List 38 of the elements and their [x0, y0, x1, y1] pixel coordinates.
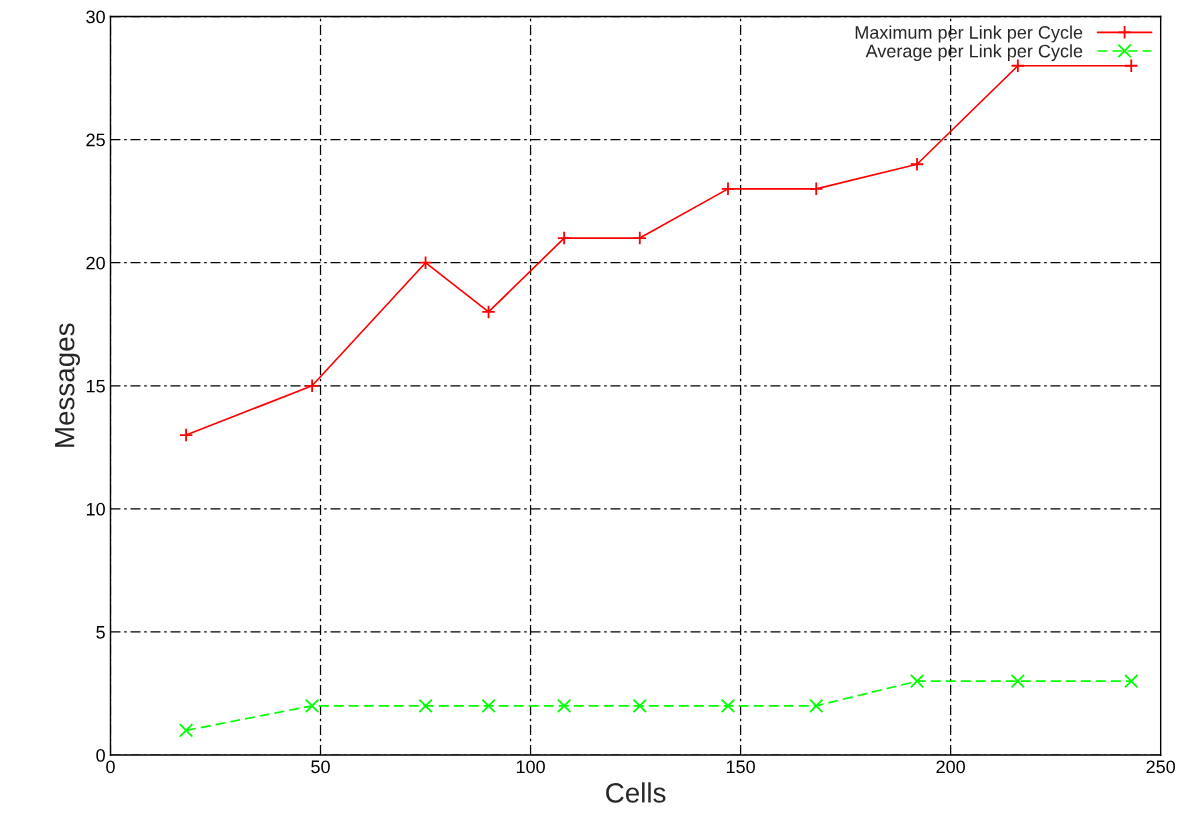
- x-tick-label: 50: [311, 760, 330, 774]
- x-tick-label: 250: [1146, 760, 1176, 774]
- point: [418, 698, 433, 713]
- point: [909, 157, 925, 172]
- point: [632, 230, 647, 246]
- point: [178, 427, 194, 443]
- point: [809, 698, 824, 713]
- point: [418, 255, 433, 270]
- point: [304, 378, 320, 393]
- point: [909, 674, 925, 689]
- y-tick-label: 15: [86, 379, 105, 393]
- point: [304, 698, 320, 713]
- y-tick-label: 30: [86, 10, 105, 24]
- x-tick-label: 0: [106, 760, 115, 774]
- x-axis-title: Cells: [606, 782, 666, 803]
- legend-label: Maximum per Link per Cycle: [855, 25, 1083, 43]
- y-tick-label: 5: [96, 626, 105, 639]
- x-tick-label: 200: [936, 760, 965, 774]
- point: [557, 698, 572, 713]
- y-tick-label: 0: [96, 748, 105, 762]
- point: [720, 181, 736, 197]
- point: [720, 698, 736, 713]
- point: [178, 723, 194, 738]
- point: [632, 698, 647, 713]
- point: [557, 230, 572, 246]
- point: [1010, 674, 1026, 689]
- y-tick-label: 25: [86, 133, 105, 147]
- y-tick-label: 20: [86, 256, 105, 270]
- y-axis-title: Messages: [55, 323, 80, 447]
- point: [1124, 58, 1139, 73]
- point: [809, 181, 824, 197]
- legend-label: Average per Link per Cycle: [865, 44, 1083, 62]
- point: [1124, 674, 1139, 689]
- x-tick-label: 150: [726, 760, 755, 774]
- point: [481, 304, 496, 320]
- x-tick-label: 100: [516, 760, 545, 774]
- point: [481, 698, 496, 713]
- y-tick-label: 10: [86, 502, 105, 516]
